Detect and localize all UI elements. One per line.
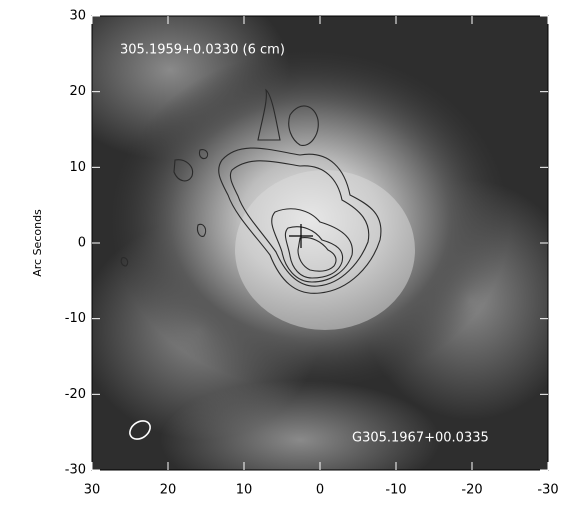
y-axis-label: Arc Seconds	[31, 209, 44, 277]
y-tick-label: -30	[65, 463, 86, 478]
annotation: G305.1967+00.0335	[352, 431, 489, 446]
y-tick-label: 30	[69, 9, 86, 24]
annotation: 305.1959+0.0330 (6 cm)	[120, 43, 285, 58]
y-tick-label: 10	[69, 160, 86, 175]
x-tick-label: 0	[316, 483, 324, 498]
y-tick-label: -10	[65, 311, 86, 326]
x-tick-label: -10	[385, 483, 406, 498]
x-tick-label: -30	[537, 483, 558, 498]
y-tick-label: -20	[65, 387, 86, 402]
y-tick-label: 20	[69, 84, 86, 99]
x-tick-label: 30	[84, 483, 101, 498]
x-tick-label: 20	[160, 483, 177, 498]
y-tick-label: 0	[78, 236, 86, 251]
x-tick-label: 10	[236, 483, 253, 498]
x-tick-label: -20	[461, 483, 482, 498]
image	[92, 16, 548, 470]
